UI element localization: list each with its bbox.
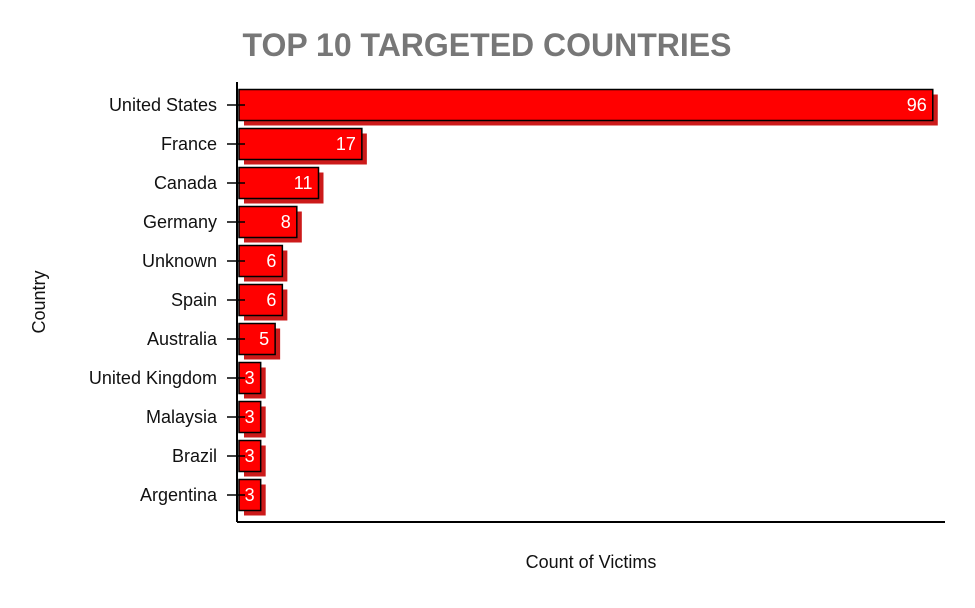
y-tick-label: Spain: [171, 290, 217, 310]
y-tick-label: Brazil: [172, 446, 217, 466]
y-tick-label: United Kingdom: [89, 368, 217, 388]
chart-title: TOP 10 TARGETED COUNTRIES: [243, 27, 732, 63]
y-tick-label: United States: [109, 95, 217, 115]
bar-spain: 6: [238, 283, 288, 321]
bar-united-kingdom: 3: [238, 361, 266, 399]
data-label: 6: [266, 251, 276, 271]
bar: [238, 244, 284, 278]
y-ticks: United States France Canada Germany Unknown S…: [89, 95, 245, 505]
data-label: 3: [245, 446, 255, 466]
bar-canada: 11: [238, 166, 324, 204]
y-tick-label: Unknown: [142, 251, 217, 271]
data-label: 3: [245, 485, 255, 505]
y-axis-label: Country: [29, 270, 49, 333]
bar-australia: 5: [238, 322, 281, 360]
y-tick-label: Canada: [154, 173, 218, 193]
bar-unknown: 6: [238, 244, 288, 282]
y-tick-label: Germany: [143, 212, 217, 232]
data-label: 3: [245, 407, 255, 427]
bar: [238, 88, 934, 122]
data-label: 11: [294, 173, 313, 193]
bar-germany: 8: [238, 205, 302, 243]
bar: [238, 205, 298, 239]
data-label: 96: [907, 95, 927, 115]
data-label: 6: [266, 290, 276, 310]
bar-brazil: 3: [238, 439, 266, 477]
data-label: 8: [281, 212, 291, 232]
y-tick-label: Argentina: [140, 485, 218, 505]
bar: [238, 322, 276, 356]
data-label: 3: [245, 368, 255, 388]
bar-malaysia: 3: [238, 400, 266, 438]
y-tick-label: Malaysia: [146, 407, 218, 427]
bar: [238, 283, 284, 317]
bar-united-states: 96: [238, 88, 938, 126]
y-tick-label: Australia: [147, 329, 218, 349]
bar: [238, 127, 363, 161]
y-tick-label: France: [161, 134, 217, 154]
bar-france: 17: [238, 127, 367, 165]
bar-argentina: 3: [238, 478, 266, 516]
data-label: 17: [336, 134, 356, 154]
x-axis-label: Count of Victims: [526, 552, 657, 572]
data-label: 5: [259, 329, 269, 349]
